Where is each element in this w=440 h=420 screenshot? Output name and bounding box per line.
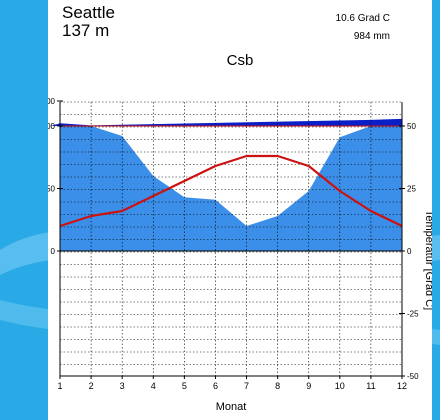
month-label: 10 <box>335 381 345 391</box>
left-tick-label: 50 <box>48 185 56 194</box>
station-summary: 10.6 Grad C 984 mm <box>336 10 390 46</box>
station-elevation: 137 m <box>62 21 110 40</box>
perhumid-area <box>50 118 402 126</box>
right-tick-label: 50 <box>407 122 416 131</box>
month-label: 6 <box>213 381 218 391</box>
right-tick-label: 25 <box>407 185 416 194</box>
temperature-line <box>59 154 403 228</box>
labels-layer: 30010050050250-25-50123456789101112Monat… <box>48 97 432 413</box>
x-axis-title: Monat <box>216 401 247 413</box>
month-label: 11 <box>366 381 375 391</box>
climate-classification: Csb <box>226 52 254 69</box>
precipitation-area <box>60 126 402 251</box>
climate-diagram: 30010050050250-25-50123456789101112Monat… <box>48 97 432 413</box>
right-tick-label: -25 <box>407 310 419 319</box>
fill-layer <box>50 118 402 251</box>
month-label: 8 <box>275 381 280 391</box>
climate-chart-card: Seattle 137 m 10.6 Grad C 984 mm Csb 300… <box>48 0 432 420</box>
station-header: Seattle 137 m <box>62 4 115 40</box>
right-tick-label: -50 <box>407 372 419 381</box>
right-axis-title: Temperatur [Grad C] <box>423 210 432 310</box>
month-label: 3 <box>120 381 125 391</box>
left-tick-label: 0 <box>51 247 56 256</box>
left-tick-label: 300 <box>48 97 56 106</box>
right-tick-label: 0 <box>407 247 412 256</box>
annual-precipitation: 984 mm <box>353 31 390 42</box>
month-label: 12 <box>397 381 407 391</box>
axes-layer <box>57 100 405 379</box>
mean-temperature: 10.6 Grad C <box>335 13 390 24</box>
month-label: 7 <box>244 381 249 391</box>
month-label: 2 <box>89 381 94 391</box>
month-label: 1 <box>57 381 62 391</box>
month-label: 4 <box>151 381 156 391</box>
month-label: 9 <box>306 381 311 391</box>
station-name: Seattle <box>62 3 115 22</box>
series-layer <box>59 125 403 228</box>
left-tick-label: 100 <box>48 122 56 131</box>
grid-layer <box>59 101 403 376</box>
month-label: 5 <box>182 381 187 391</box>
